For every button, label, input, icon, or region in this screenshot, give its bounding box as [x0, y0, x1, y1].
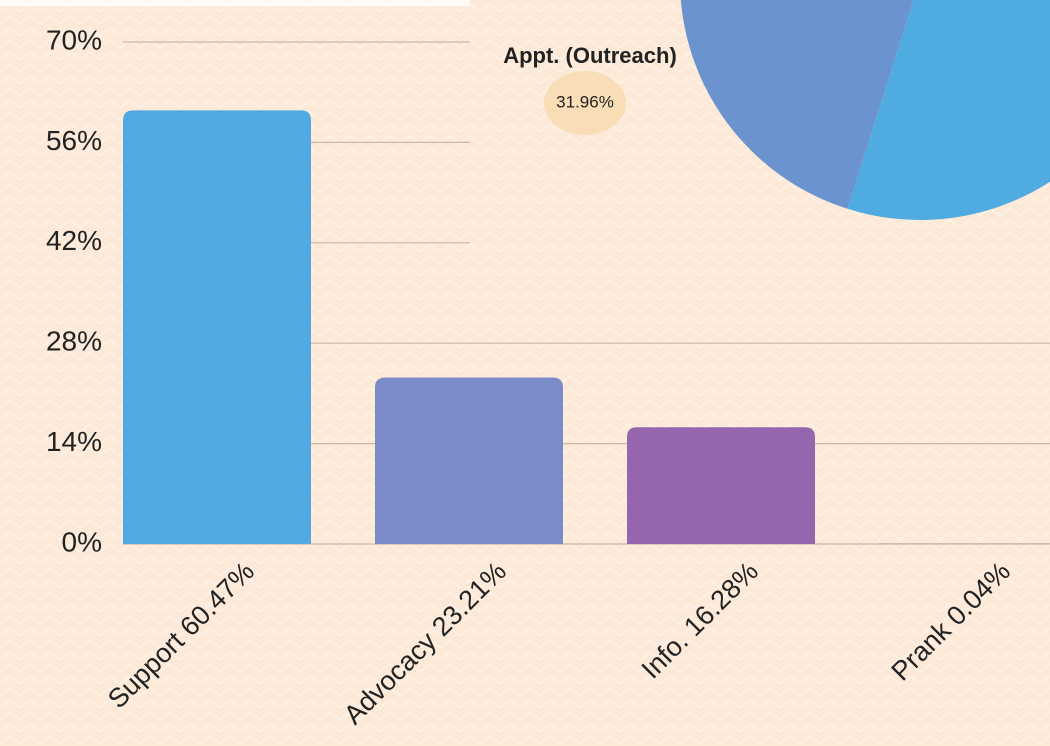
y-tick-label: 56%	[46, 125, 102, 156]
y-tick-label: 14%	[46, 426, 102, 457]
bar	[123, 110, 311, 544]
card-edge	[0, 0, 470, 6]
y-tick-label: 0%	[62, 526, 102, 557]
y-tick-label: 70%	[46, 24, 102, 55]
value-label: 31.96%	[556, 92, 614, 111]
y-tick-label: 28%	[46, 326, 102, 357]
bar	[375, 377, 563, 544]
value-bubble	[544, 71, 626, 135]
pie-slice	[847, 0, 1050, 220]
y-tick-label: 42%	[46, 225, 102, 256]
pie-slice	[680, 0, 914, 209]
pie: Appt. (Outreach) 31.96%	[503, 0, 1050, 220]
bar	[627, 427, 815, 544]
slice-label: Appt. (Outreach)	[503, 43, 677, 68]
